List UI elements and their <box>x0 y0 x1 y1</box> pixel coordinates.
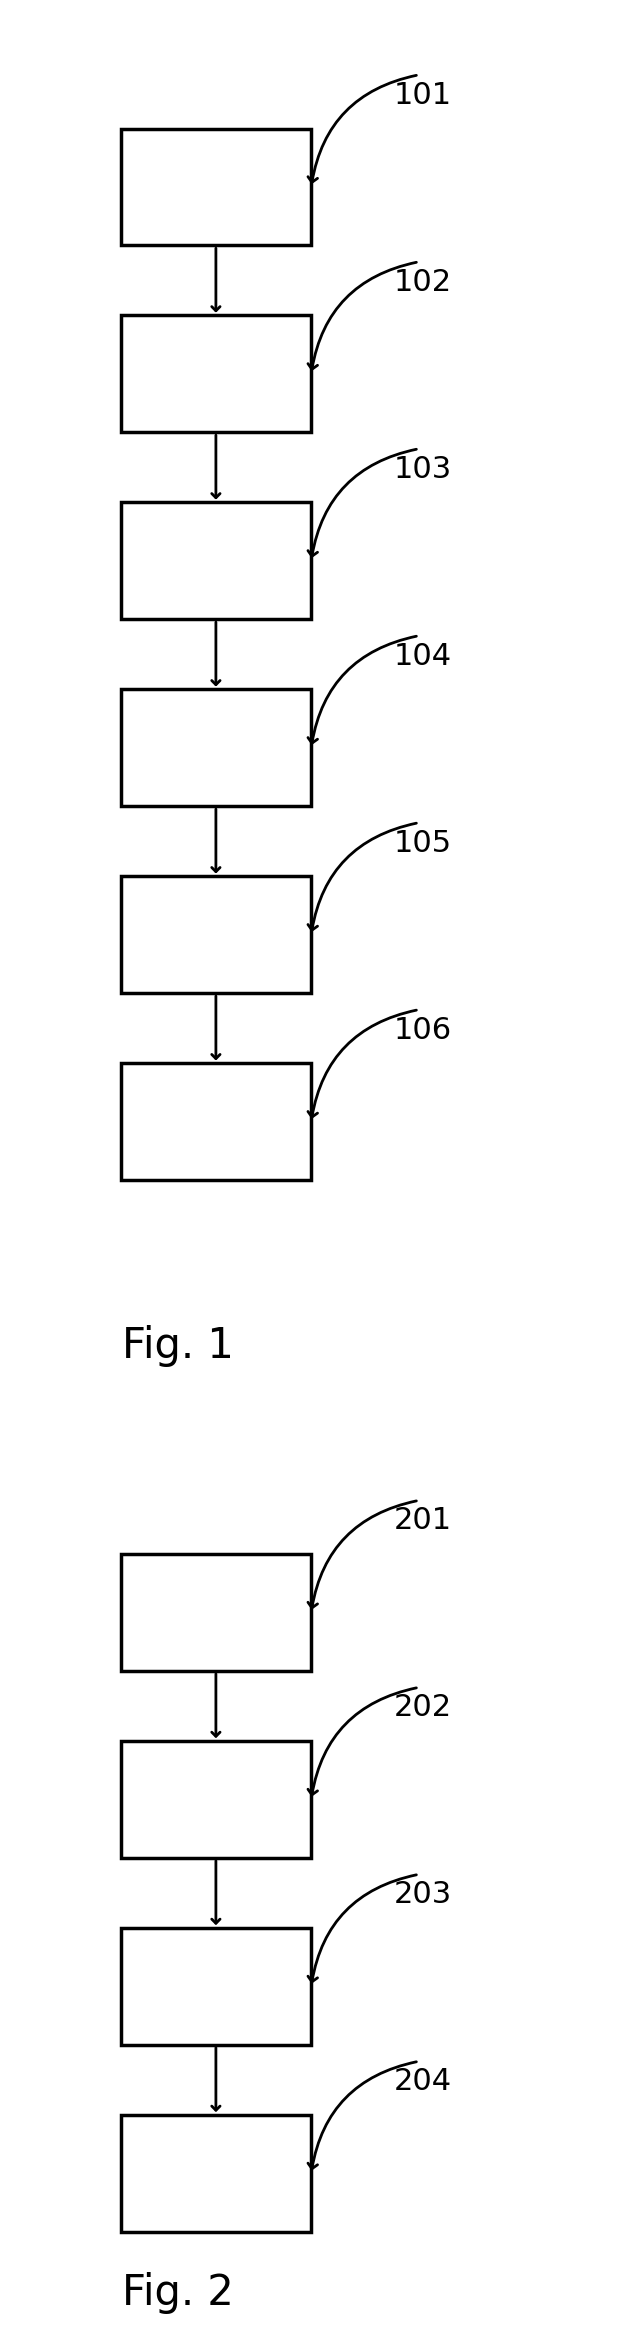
Text: 102: 102 <box>394 269 452 297</box>
Text: 104: 104 <box>394 643 452 671</box>
Bar <box>121 689 311 806</box>
Bar <box>121 2115 311 2232</box>
Text: 101: 101 <box>394 82 452 110</box>
Bar <box>121 1063 311 1180</box>
Text: 103: 103 <box>394 456 452 484</box>
Bar <box>121 1554 311 1671</box>
Text: 105: 105 <box>394 830 452 858</box>
Bar <box>121 502 311 619</box>
Text: 202: 202 <box>394 1694 452 1722</box>
Text: 204: 204 <box>394 2068 452 2096</box>
Bar <box>121 1741 311 1858</box>
Bar <box>121 876 311 993</box>
Text: Fig. 1: Fig. 1 <box>122 1325 234 1367</box>
Text: 203: 203 <box>394 1881 452 1909</box>
Bar <box>121 315 311 432</box>
Text: 106: 106 <box>394 1017 452 1045</box>
Bar <box>121 1928 311 2045</box>
Text: 201: 201 <box>394 1507 452 1535</box>
Bar <box>121 129 311 245</box>
Text: Fig. 2: Fig. 2 <box>122 2272 234 2314</box>
